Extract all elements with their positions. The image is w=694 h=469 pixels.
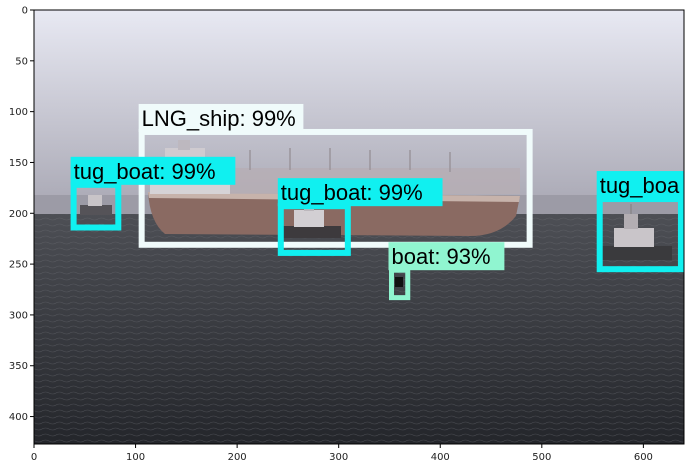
detection-label-background bbox=[138, 103, 304, 132]
tug-left-illustration bbox=[80, 195, 112, 215]
x-tick-label: 600 bbox=[634, 452, 653, 463]
y-tick-label: 400 bbox=[9, 412, 28, 423]
detection-label-background bbox=[388, 242, 505, 271]
detection-label: tug_boat: 99% bbox=[74, 159, 216, 184]
x-tick-label: 200 bbox=[228, 452, 247, 463]
detection-label: tug_boat: 99% bbox=[281, 180, 423, 205]
tug-right-illustration bbox=[600, 204, 672, 260]
detection-label: LNG_ship: 99% bbox=[142, 106, 296, 131]
y-tick-label: 100 bbox=[9, 107, 28, 118]
y-tick-label: 300 bbox=[9, 310, 28, 321]
x-tick-label: 500 bbox=[532, 452, 551, 463]
detection-tug-boat-3: tug_boa bbox=[596, 171, 684, 273]
detection-tug-boat-2: tug_boat: 99% bbox=[277, 178, 443, 256]
detection-label: boat: 93% bbox=[392, 244, 491, 269]
y-tick-label: 200 bbox=[9, 209, 28, 220]
detection-label-background bbox=[277, 178, 443, 207]
detection-label: tug_boa bbox=[600, 173, 680, 198]
y-tick-label: 0 bbox=[22, 6, 28, 17]
y-tick-label: 150 bbox=[9, 158, 28, 169]
y-tick-label: 250 bbox=[9, 260, 28, 271]
detection-box bbox=[138, 128, 533, 248]
detection-LNG-ship-0: LNG_ship: 99% bbox=[138, 103, 533, 248]
y-tick-label: 350 bbox=[9, 361, 28, 372]
y-tick-label: 50 bbox=[15, 56, 28, 67]
axes-frame bbox=[33, 9, 685, 445]
x-tick-label: 100 bbox=[126, 452, 145, 463]
detection-boat-4: boat: 93% bbox=[388, 242, 505, 301]
sea-waves bbox=[34, 214, 684, 444]
x-tick-label: 0 bbox=[31, 452, 37, 463]
x-tick-label: 300 bbox=[329, 452, 348, 463]
detection-label-background bbox=[596, 171, 684, 200]
detection-label-background bbox=[70, 156, 236, 185]
photo-scene: LNG_ship: 99% tug_boat: 99% tug_boat: 99% t… bbox=[34, 10, 684, 444]
x-tick-label: 400 bbox=[431, 452, 450, 463]
boat-small-illustration bbox=[395, 277, 403, 287]
detection-tug-boat-1: tug_boat: 99% bbox=[70, 156, 236, 231]
